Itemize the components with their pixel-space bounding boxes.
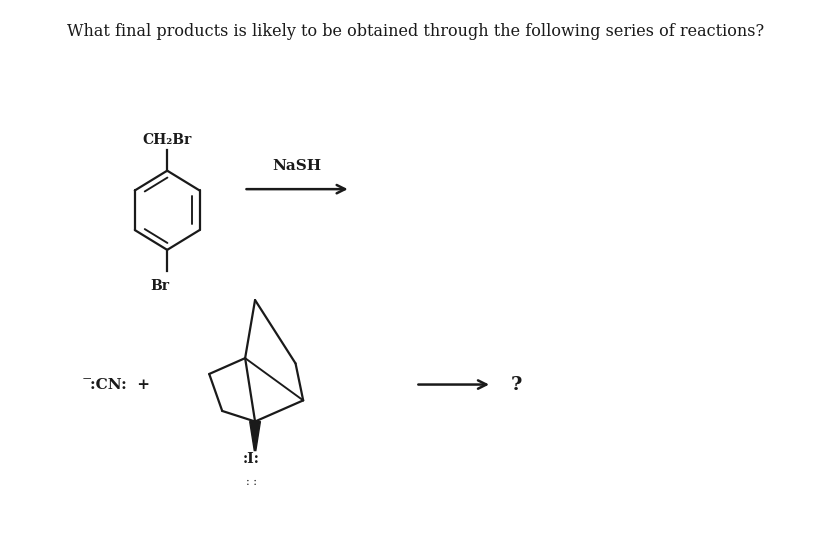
Text: CH₂Br: CH₂Br	[143, 133, 192, 147]
Text: : :: : :	[246, 477, 257, 487]
Text: :I:: :I:	[243, 453, 259, 467]
Text: ?: ?	[511, 376, 523, 393]
Polygon shape	[249, 422, 260, 450]
Text: ̅:CN:  +: ̅:CN: +	[91, 378, 150, 391]
Text: NaSH: NaSH	[273, 159, 322, 173]
Text: Br: Br	[150, 279, 169, 293]
Text: What final products is likely to be obtained through the following series of rea: What final products is likely to be obta…	[67, 23, 764, 40]
